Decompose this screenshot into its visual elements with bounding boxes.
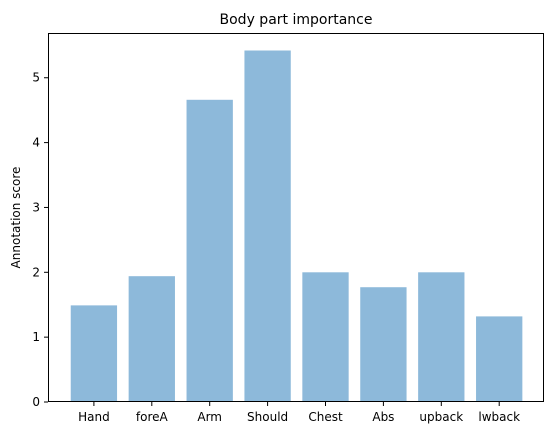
chart-title: Body part importance — [220, 12, 373, 28]
y-ticks-group: 0 1 2 3 4 5 — [32, 71, 48, 409]
x-tick-label: Should — [247, 410, 288, 424]
x-tick-label: Chest — [308, 410, 343, 424]
y-tick-label: 2 — [32, 265, 40, 279]
bar-arm — [186, 99, 233, 402]
x-tick-label: Abs — [372, 410, 394, 424]
bar-upback — [418, 272, 465, 402]
plot-frame — [48, 33, 544, 402]
x-tick-label: foreA — [136, 410, 169, 424]
y-tick-label: 3 — [32, 200, 40, 214]
x-ticks-group: Hand foreA Arm Should Chest Abs upback lwback — [78, 402, 520, 424]
y-tick-label: 4 — [32, 136, 40, 150]
x-tick-label: Hand — [78, 410, 110, 424]
bar-lwback — [476, 316, 523, 402]
x-tick-label: upback — [419, 410, 463, 424]
bar-abs — [360, 287, 407, 402]
y-axis-label: Annotation score — [9, 167, 23, 269]
y-tick-label: 5 — [32, 71, 40, 85]
y-tick-label: 0 — [32, 395, 40, 409]
y-tick-label: 1 — [32, 330, 40, 344]
bar-forea — [128, 276, 175, 402]
bars-group — [70, 50, 523, 402]
bar-should — [244, 50, 291, 402]
bar-chest — [302, 272, 349, 402]
x-tick-label: lwback — [478, 410, 520, 424]
x-tick-label: Arm — [197, 410, 222, 424]
bar-hand — [70, 305, 118, 402]
